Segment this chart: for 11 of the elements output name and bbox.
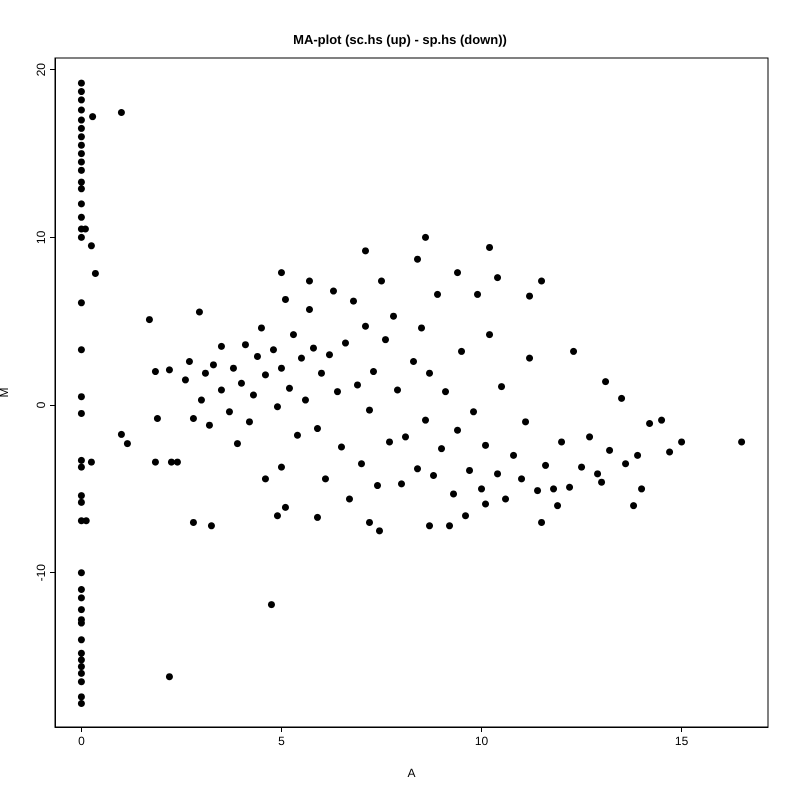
y-tick-label: 0 [34, 401, 48, 408]
x-tick-label: 0 [78, 734, 86, 748]
x-tick-label: 15 [674, 734, 689, 748]
y-tick-label: 20 [34, 62, 48, 76]
x-tick-label: 10 [474, 734, 489, 748]
x-axis-title: A [407, 766, 416, 780]
y-axis-title: M [0, 388, 11, 398]
chart-title: MA-plot (sc.hs (up) - sp.hs (down)) [293, 32, 507, 47]
x-tick-label: 5 [278, 734, 286, 748]
y-tick-label: -10 [34, 564, 48, 582]
y-tick-label: 10 [34, 230, 48, 244]
